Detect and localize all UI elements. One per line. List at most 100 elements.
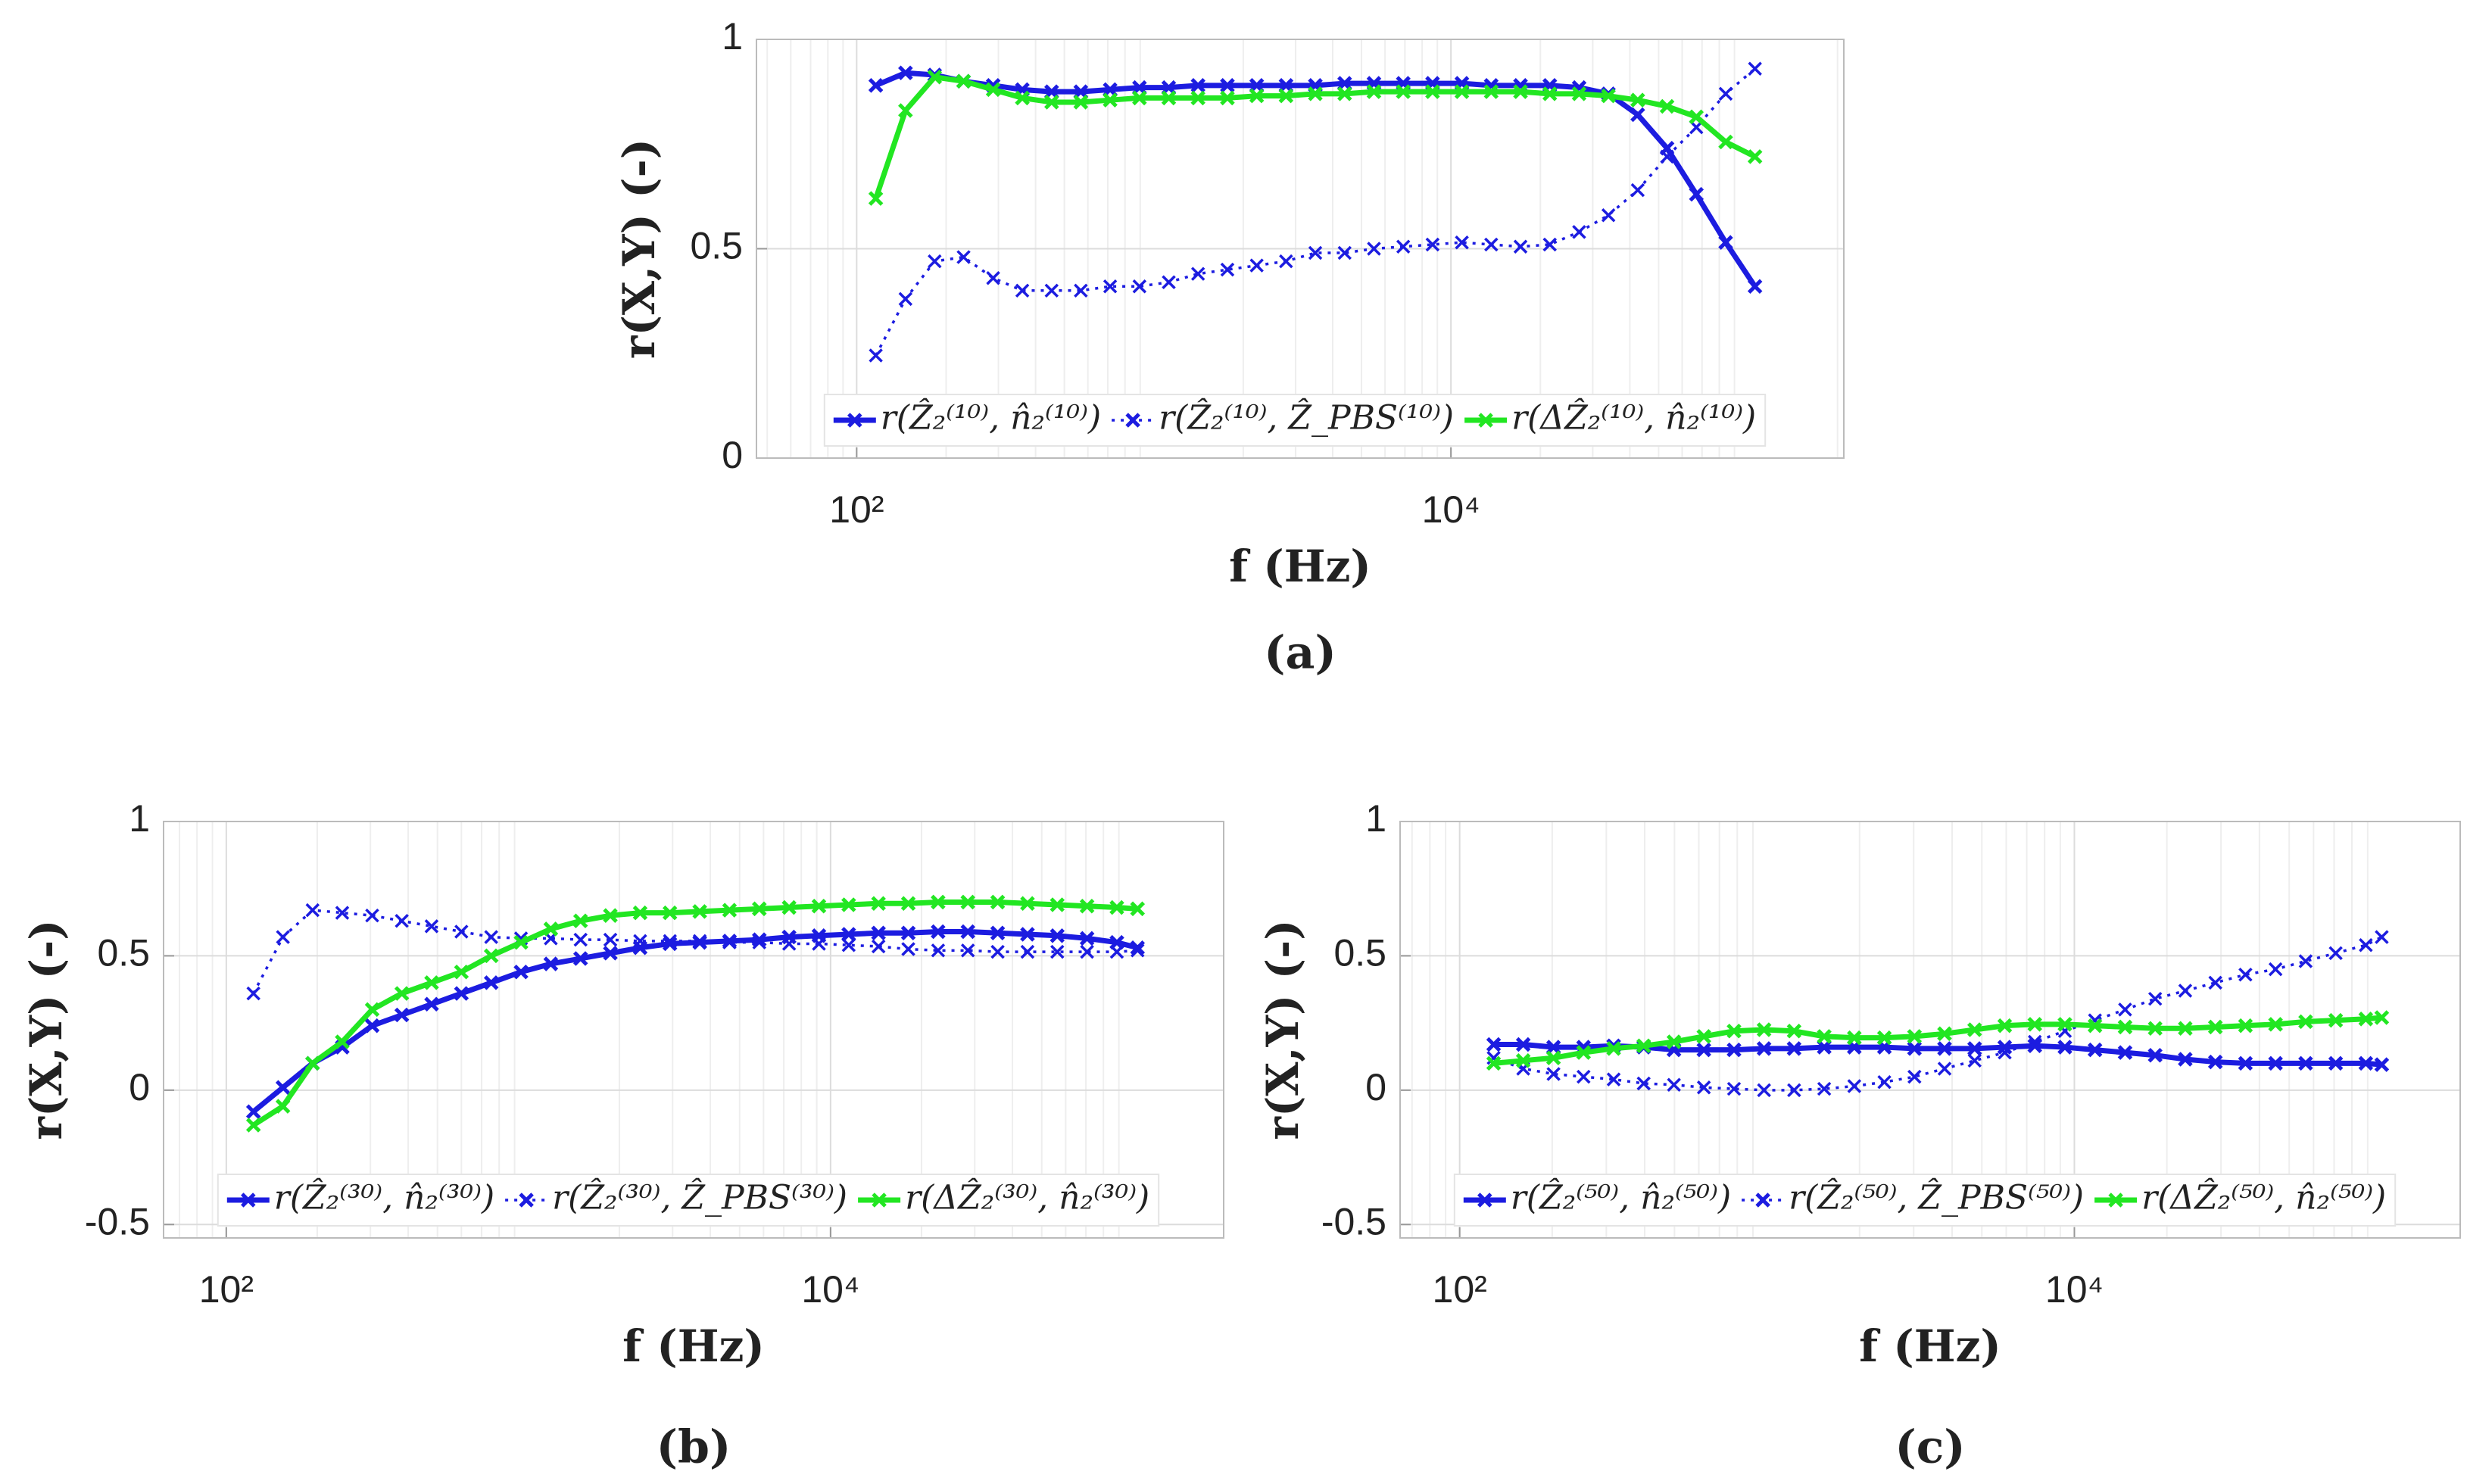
legend-label: r(Ẑ₂⁽⁵⁰⁾, n̂₂⁽⁵⁰⁾) bbox=[1511, 1177, 1731, 1217]
marker bbox=[305, 903, 320, 918]
marker bbox=[1660, 149, 1674, 164]
marker bbox=[1937, 1062, 1952, 1076]
marker bbox=[898, 103, 913, 118]
marker bbox=[1074, 283, 1088, 298]
marker bbox=[573, 932, 588, 947]
marker bbox=[931, 924, 946, 940]
marker bbox=[424, 996, 439, 1012]
marker bbox=[1109, 899, 1124, 915]
x-axis-label: f (Hz) bbox=[1859, 1320, 2001, 1372]
marker bbox=[1666, 1034, 1682, 1049]
marker bbox=[2057, 1017, 2073, 1032]
marker bbox=[1907, 1041, 1923, 1056]
marker bbox=[1907, 1029, 1923, 1044]
y-tick-label: 1 bbox=[129, 797, 150, 840]
legend-marker bbox=[2108, 1192, 2123, 1208]
legend-marker bbox=[1755, 1192, 1770, 1208]
marker bbox=[2238, 1018, 2253, 1034]
x-tick-label: 10⁴ bbox=[1422, 488, 1480, 531]
marker bbox=[2027, 1038, 2042, 1054]
marker bbox=[811, 899, 827, 914]
marker bbox=[1132, 90, 1147, 106]
marker bbox=[2178, 984, 2193, 998]
marker bbox=[1044, 95, 1059, 110]
marker bbox=[662, 936, 678, 952]
y-tick-label: 1 bbox=[1365, 797, 1386, 840]
marker bbox=[1132, 279, 1147, 294]
marker bbox=[1278, 88, 1294, 104]
marker bbox=[1747, 279, 1763, 295]
marker bbox=[900, 896, 916, 911]
marker bbox=[1190, 90, 1205, 106]
marker bbox=[1455, 235, 1469, 250]
marker bbox=[1546, 1067, 1561, 1081]
marker bbox=[632, 905, 648, 921]
legend-label: r(ΔẐ₂⁽¹⁰⁾, n̂₂⁽¹⁰⁾) bbox=[1511, 398, 1756, 438]
x-axis-label: f (Hz) bbox=[1229, 541, 1371, 592]
marker bbox=[1542, 86, 1558, 101]
marker bbox=[1220, 90, 1235, 106]
marker bbox=[2268, 962, 2283, 977]
y-axis-label: r(X,Y) (-) bbox=[613, 139, 665, 359]
panel-label: (a) bbox=[1264, 627, 1336, 680]
marker bbox=[2328, 1055, 2344, 1071]
marker bbox=[2057, 1040, 2073, 1055]
marker bbox=[2117, 1019, 2133, 1035]
marker bbox=[395, 914, 409, 928]
marker bbox=[633, 934, 647, 949]
legend-marker bbox=[1125, 413, 1140, 428]
marker bbox=[1787, 1083, 1801, 1098]
marker bbox=[1817, 1029, 1832, 1044]
marker bbox=[335, 906, 350, 920]
marker bbox=[1572, 225, 1586, 239]
marker bbox=[1786, 1024, 1802, 1039]
subplot: 10² 10⁴-0.500.51r(Ẑ₂⁽³⁰⁾, n̂₂⁽³⁰⁾) r(Ẑ₂⁽³⁰… bbox=[20, 797, 1224, 1474]
marker bbox=[394, 986, 410, 1001]
marker bbox=[1073, 95, 1089, 110]
legend-label: r(ΔẐ₂⁽⁵⁰⁾, n̂₂⁽⁵⁰⁾) bbox=[2141, 1177, 2386, 1217]
subplot: 10² 10⁴ 0 0.5 1 r(Ẑ₂⁽¹⁰⁾, n̂₂⁽¹⁰⁾) r(Ẑ₂⁽¹⁰⁾, Ẑ… bbox=[613, 15, 1845, 680]
marker bbox=[841, 897, 856, 912]
marker bbox=[901, 942, 915, 956]
marker bbox=[960, 924, 975, 940]
x-tick-label: 10² bbox=[829, 488, 884, 531]
marker bbox=[1967, 1022, 1982, 1037]
y-tick-label: 0 bbox=[722, 434, 743, 476]
marker bbox=[1571, 86, 1587, 101]
marker bbox=[2178, 1021, 2193, 1036]
legend-label: r(Ẑ₂⁽¹⁰⁾, Ẑ_PBS⁽¹⁰⁾) bbox=[1159, 398, 1454, 438]
marker bbox=[2027, 1017, 2042, 1032]
marker bbox=[1080, 944, 1094, 959]
marker bbox=[1545, 1050, 1561, 1066]
marker bbox=[662, 905, 678, 921]
y-tick-label: 0.5 bbox=[690, 225, 743, 267]
marker bbox=[2374, 1010, 2390, 1025]
marker bbox=[603, 946, 618, 961]
marker bbox=[245, 1118, 261, 1133]
y-tick-label: 1 bbox=[722, 15, 743, 58]
marker bbox=[1718, 134, 1733, 150]
marker bbox=[1050, 897, 1065, 912]
marker bbox=[603, 932, 618, 947]
marker bbox=[1786, 1041, 1802, 1056]
marker bbox=[275, 1099, 291, 1114]
marker bbox=[1396, 84, 1411, 99]
marker bbox=[1636, 1076, 1651, 1091]
marker bbox=[692, 934, 707, 949]
marker bbox=[1337, 86, 1352, 101]
marker bbox=[781, 899, 797, 915]
marker bbox=[1079, 899, 1095, 914]
marker bbox=[2375, 930, 2389, 944]
marker bbox=[2268, 1055, 2283, 1071]
marker bbox=[2298, 1014, 2313, 1030]
marker bbox=[1630, 92, 1645, 108]
marker bbox=[246, 986, 260, 1001]
marker bbox=[752, 901, 767, 917]
marker bbox=[2147, 1047, 2163, 1063]
marker bbox=[364, 1002, 380, 1018]
marker bbox=[898, 292, 913, 307]
marker bbox=[931, 894, 946, 910]
marker bbox=[335, 1034, 350, 1049]
marker bbox=[960, 894, 975, 910]
marker bbox=[931, 943, 946, 958]
